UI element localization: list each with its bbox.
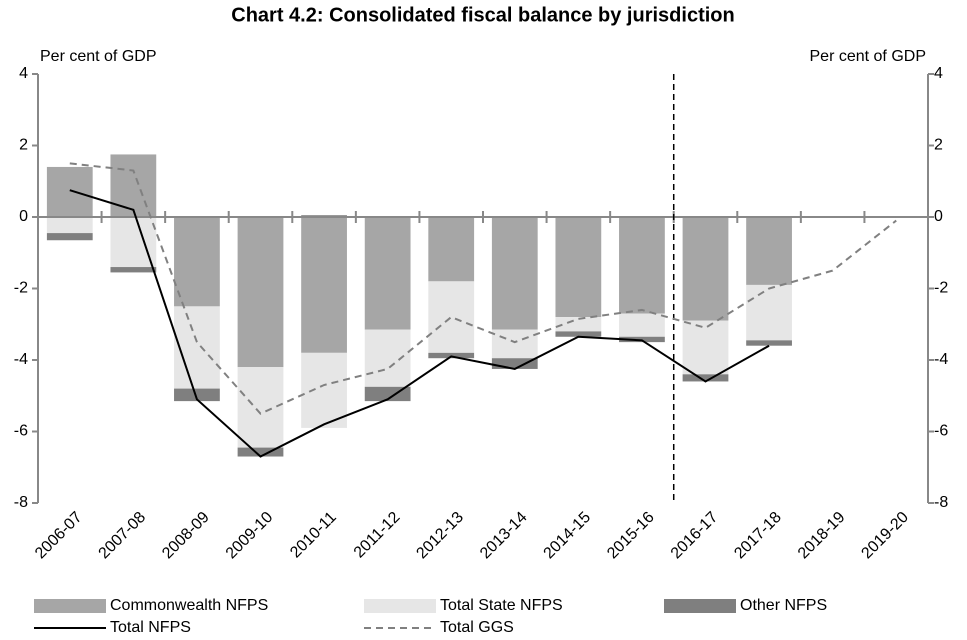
x-tick-label: 2019-20 <box>858 509 912 563</box>
y2-tick-label: 4 <box>934 65 943 82</box>
bar <box>746 284 792 341</box>
chart-title: Chart 4.2: Consolidated fiscal balance b… <box>231 4 734 26</box>
bar <box>301 352 347 428</box>
bar <box>46 217 93 234</box>
bar <box>301 217 347 353</box>
bar <box>619 217 665 314</box>
bar <box>364 217 411 330</box>
bar <box>364 386 411 402</box>
bar <box>555 331 602 337</box>
bar <box>110 267 157 273</box>
legend-label: Total State NFPS <box>440 597 563 614</box>
y2-tick-label: 2 <box>934 137 943 154</box>
x-tick-label: 2007-08 <box>96 509 150 563</box>
bar <box>364 329 411 387</box>
bar <box>110 217 157 268</box>
x-tick-label: 2006-07 <box>32 509 86 563</box>
bar <box>237 447 284 457</box>
x-tick-label: 2010-11 <box>287 509 340 562</box>
line <box>69 162 897 415</box>
bar <box>46 233 93 241</box>
bar <box>174 388 220 402</box>
y-tick-label: 4 <box>19 65 28 82</box>
y-tick-label: -6 <box>14 423 28 440</box>
y-tick-label: -8 <box>14 494 28 511</box>
bar <box>491 329 538 359</box>
bar <box>110 154 157 217</box>
y2-tick-label: 0 <box>934 208 943 225</box>
x-tick-label: 2011-12 <box>351 509 404 562</box>
bar <box>237 367 284 448</box>
x-tick-label: 2013-14 <box>477 509 531 563</box>
legend-label: Other NFPS <box>740 597 827 614</box>
legend-swatch <box>664 599 736 613</box>
bar <box>619 313 665 337</box>
x-tick-label: 2016-17 <box>668 509 722 563</box>
line <box>69 189 770 458</box>
legend-label: Total NFPS <box>110 619 191 636</box>
bar <box>237 217 284 368</box>
y-tick-label: 0 <box>19 208 28 225</box>
legend-swatch <box>364 599 436 613</box>
bar <box>428 217 475 282</box>
bar <box>555 317 602 332</box>
bar <box>682 320 729 375</box>
bar <box>46 166 93 217</box>
x-tick-label: 2012-13 <box>413 509 467 563</box>
bar <box>491 358 538 369</box>
y2-tick-label: -4 <box>934 351 948 368</box>
bar <box>555 217 602 318</box>
legend-label: Total GGS <box>440 619 514 636</box>
bar <box>174 217 220 307</box>
y2-tick-label: -8 <box>934 494 948 511</box>
y-axis-label: Per cent of GDP <box>40 48 157 65</box>
bar <box>746 340 792 346</box>
legend-swatch <box>34 599 106 613</box>
y-tick-label: 2 <box>19 137 28 154</box>
bar <box>746 217 792 285</box>
x-tick-label: 2014-15 <box>541 509 595 563</box>
bar <box>174 306 220 389</box>
y-tick-label: -2 <box>14 280 28 297</box>
x-tick-label: 2009-10 <box>223 509 277 563</box>
bar <box>491 217 538 330</box>
bar <box>682 217 729 321</box>
x-tick-label: 2017-18 <box>731 509 785 563</box>
legend-label: Commonwealth NFPS <box>110 597 268 614</box>
y2-tick-label: -6 <box>934 423 948 440</box>
y2-tick-label: -2 <box>934 280 948 297</box>
bar <box>428 281 475 353</box>
y2-axis-label: Per cent of GDP <box>810 48 927 65</box>
x-tick-label: 2008-09 <box>159 509 213 563</box>
y-tick-label: -4 <box>14 351 28 368</box>
bar <box>682 374 729 382</box>
x-tick-label: 2018-19 <box>795 509 849 563</box>
x-tick-label: 2015-16 <box>604 509 658 563</box>
